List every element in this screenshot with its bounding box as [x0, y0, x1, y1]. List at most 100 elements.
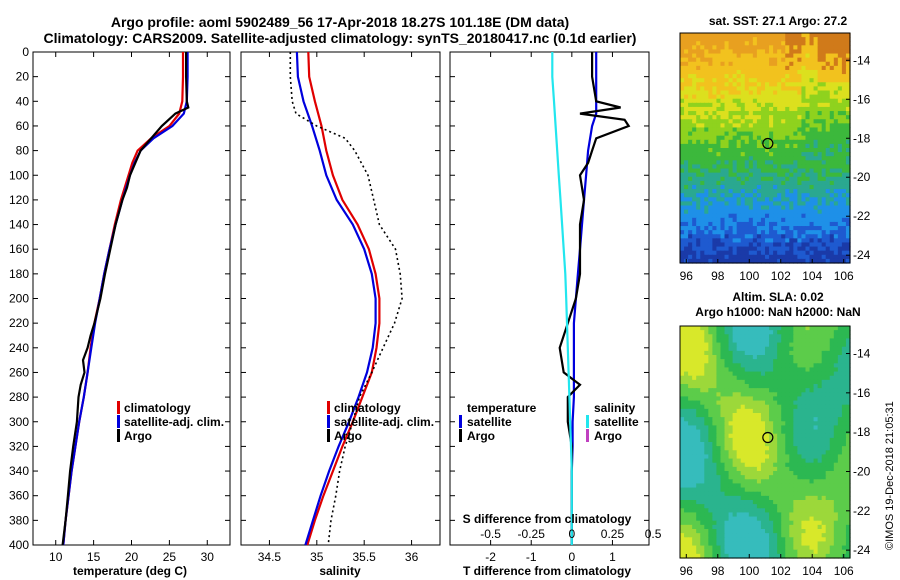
- map-cell: [760, 413, 766, 418]
- map-cell: [688, 413, 693, 418]
- map-cell: [724, 379, 730, 385]
- map-cell: [744, 74, 750, 79]
- map-cell: [797, 520, 803, 526]
- map-cell: [817, 404, 823, 410]
- map-cell: [708, 442, 713, 447]
- map-cell: [692, 508, 697, 514]
- map-cell: [773, 425, 778, 431]
- map-cell: [700, 379, 705, 385]
- map-cell: [777, 363, 782, 369]
- map-cell: [752, 123, 758, 129]
- map-cell: [773, 193, 778, 198]
- map-cell: [692, 205, 697, 211]
- depth-tick-label: 240: [9, 341, 29, 355]
- map-cell: [769, 342, 774, 348]
- map-cell: [833, 549, 839, 555]
- map-cell: [825, 238, 831, 244]
- map-cell: [724, 221, 730, 227]
- map-cell: [801, 90, 807, 96]
- map-cell: [732, 172, 738, 178]
- map-cell: [680, 201, 685, 207]
- map-cell: [797, 487, 803, 493]
- map-cell: [829, 90, 835, 96]
- map-cell: [829, 180, 835, 186]
- map-cell: [797, 466, 803, 472]
- map-cell: [821, 41, 827, 46]
- map-cell: [716, 98, 722, 104]
- map-cell: [765, 78, 770, 83]
- legend-swatch-s-argo: [586, 429, 589, 442]
- map-cell: [769, 545, 774, 551]
- map-cell: [724, 446, 730, 451]
- map-cell: [813, 392, 819, 398]
- map-cell: [704, 524, 709, 530]
- map-cell: [781, 338, 786, 344]
- map-cell: [748, 135, 754, 141]
- map-cell: [748, 164, 754, 170]
- map-cell: [752, 221, 758, 227]
- map-cell: [841, 392, 847, 398]
- map-cell: [809, 334, 815, 340]
- map-cell: [785, 78, 790, 83]
- map-cell: [696, 462, 701, 468]
- map-cell: [712, 168, 718, 174]
- map1-title: sat. SST: 27.1 Argo: 27.2: [709, 14, 848, 28]
- x-tick-label: 35: [310, 550, 324, 564]
- map-cell: [837, 375, 843, 381]
- map-cell: [756, 57, 762, 63]
- map-cell: [736, 189, 742, 194]
- map-cell: [845, 367, 851, 373]
- map-cell: [821, 61, 827, 67]
- map-cell: [777, 487, 782, 493]
- map-cell: [809, 338, 815, 344]
- map-cell: [736, 367, 742, 373]
- map-cell: [813, 549, 819, 555]
- map-cell: [704, 57, 709, 63]
- map-cell: [805, 529, 811, 534]
- map-cell: [833, 408, 839, 414]
- map-cell: [732, 442, 738, 447]
- map-cell: [785, 500, 790, 505]
- map-cell: [817, 355, 823, 360]
- map-cell: [712, 164, 718, 170]
- map-cell: [805, 180, 811, 186]
- map-cell: [821, 123, 827, 129]
- map-cell: [765, 350, 770, 356]
- map-cell: [680, 250, 685, 256]
- map-cell: [708, 408, 713, 414]
- map-cell: [688, 359, 693, 364]
- map-cell: [809, 384, 815, 389]
- map-cell: [781, 504, 786, 509]
- map-cell: [684, 346, 689, 352]
- map-cell: [716, 176, 722, 182]
- map-cell: [724, 139, 730, 145]
- map-cell: [708, 164, 713, 170]
- map-cell: [781, 388, 786, 393]
- map-cell: [841, 111, 847, 116]
- map-cell: [736, 180, 742, 186]
- map-cell: [748, 189, 754, 194]
- depth-tick-label: 220: [9, 316, 29, 330]
- map-cell: [736, 90, 742, 96]
- map-cell: [708, 545, 713, 551]
- map-cell: [756, 217, 762, 223]
- map-cell: [724, 176, 730, 182]
- map-cell: [805, 500, 811, 505]
- map-cell: [696, 250, 701, 256]
- map-cell: [805, 471, 811, 476]
- map-cell: [684, 94, 689, 100]
- map-cell: [829, 139, 835, 145]
- map-cell: [793, 346, 798, 352]
- map-cell: [765, 466, 770, 472]
- map-cell: [740, 524, 746, 530]
- map-cell: [760, 123, 766, 129]
- map-cell: [708, 250, 713, 256]
- map-cell: [793, 516, 798, 522]
- map-cell: [769, 392, 774, 398]
- map-cell: [728, 537, 734, 543]
- map-cell: [841, 205, 847, 211]
- map-cell: [785, 330, 790, 335]
- map-cell: [845, 413, 851, 418]
- map-cell: [797, 512, 803, 518]
- map-cell: [708, 37, 713, 42]
